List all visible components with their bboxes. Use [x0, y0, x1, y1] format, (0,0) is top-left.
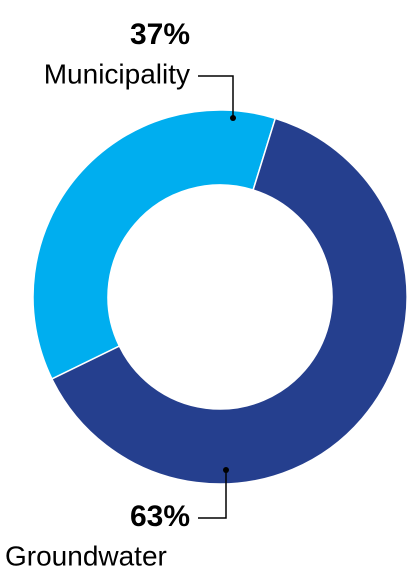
- category-label: Groundwater: [5, 540, 167, 571]
- leader-dot: [230, 115, 236, 121]
- leader-line: [198, 470, 227, 519]
- category-label: Municipality: [44, 58, 190, 89]
- leader-line: [198, 75, 234, 118]
- leader-dot: [223, 467, 229, 473]
- value-label: 37%: [130, 18, 190, 51]
- donut-slice: [32, 109, 277, 380]
- value-label: 63%: [130, 500, 190, 533]
- donut-slice: [50, 117, 408, 485]
